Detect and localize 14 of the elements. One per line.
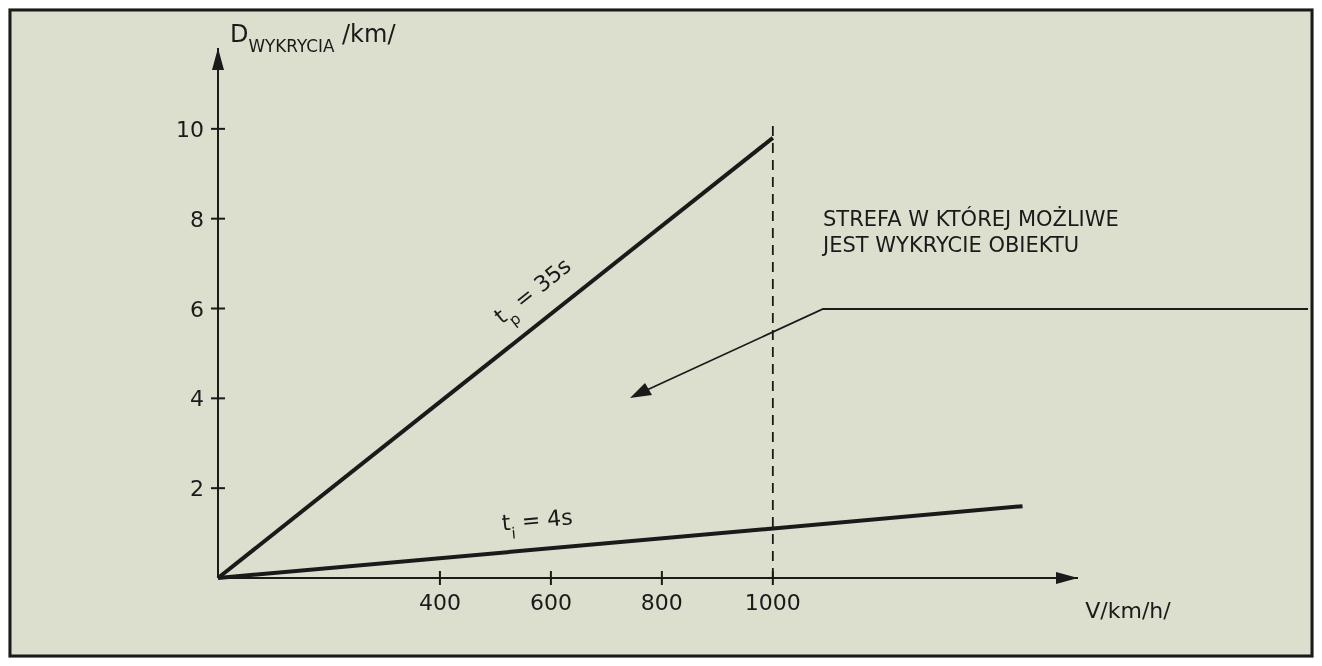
y-tick-label: 8 — [190, 206, 204, 232]
text: t$_{p}$ = 35s — [489, 252, 576, 330]
x-tick-label: 400 — [418, 590, 461, 615]
annotation: STREFA W KTÓREJ MOŻLIWE JEST WYKRYCIE OBIEKTU — [821, 206, 1119, 257]
x-tick-label: 600 — [529, 590, 572, 615]
y-tick-label: 6 — [190, 296, 204, 322]
x-tick-label: 800 — [640, 590, 683, 615]
x-tick-label: 1000 — [744, 590, 801, 615]
text: t$_{i}$ = 4s — [500, 504, 574, 543]
y-tick-label: 2 — [190, 476, 204, 502]
y-axis-title: D$_{WYKRYCIA}$ /km/ — [230, 20, 397, 56]
x-axis-title: V/km/h/ — [1085, 598, 1172, 623]
y-tick-label: 10 — [176, 116, 204, 142]
y-tick-label: 4 — [190, 386, 204, 412]
